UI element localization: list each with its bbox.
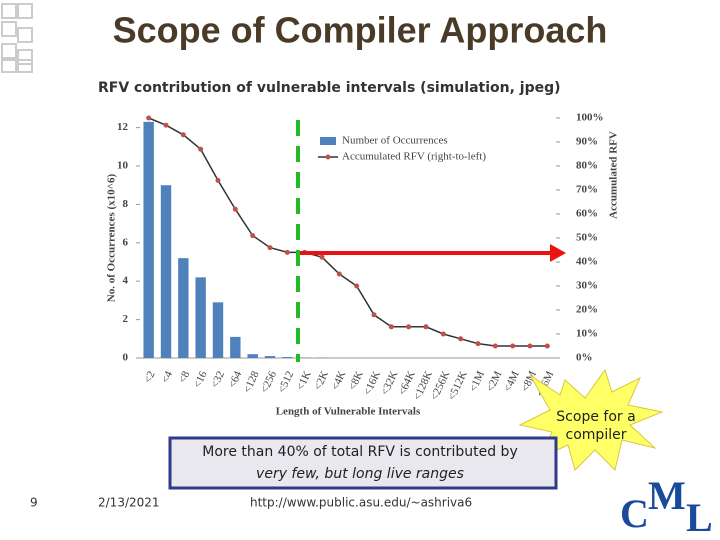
y2-tick-label: 20% bbox=[576, 304, 598, 316]
y-tick-label: 0 bbox=[123, 352, 129, 364]
page-number: 9 bbox=[30, 496, 38, 510]
point bbox=[406, 324, 412, 330]
x-tick-label: <4M bbox=[502, 369, 522, 394]
point bbox=[458, 336, 464, 342]
bar bbox=[195, 277, 206, 358]
bar bbox=[143, 121, 154, 358]
url: http://www.public.asu.edu/~ashriva6 bbox=[250, 496, 472, 510]
y-axis-title: No. of Occurrences (x10^6) bbox=[106, 173, 118, 302]
x-tick-label: <2M bbox=[484, 369, 504, 394]
point bbox=[180, 132, 186, 138]
x-tick-label: <8 bbox=[177, 369, 193, 385]
bar bbox=[160, 185, 172, 358]
legend-label: Number of Occurrences bbox=[342, 135, 448, 147]
x-tick-label: <1K bbox=[294, 369, 313, 392]
point bbox=[388, 324, 394, 330]
y-tick-label: 4 bbox=[123, 275, 129, 287]
point bbox=[250, 233, 256, 239]
y2-tick-label: 30% bbox=[576, 280, 598, 292]
y2-tick-label: 80% bbox=[576, 160, 598, 172]
y-tick-label: 6 bbox=[123, 236, 129, 248]
subtitle: RFV contribution of vulnerable intervals… bbox=[98, 80, 561, 96]
logo: L bbox=[686, 495, 713, 540]
y2-tick-label: 70% bbox=[576, 184, 598, 196]
x-tick-label: <512 bbox=[276, 369, 296, 395]
y2-tick-label: 50% bbox=[576, 232, 598, 244]
x-axis-title: Length of Vulnerable Intervals bbox=[276, 406, 421, 418]
y2-tick-label: 100% bbox=[576, 112, 604, 124]
bar bbox=[247, 354, 258, 358]
y2-tick-label: 90% bbox=[576, 136, 598, 148]
bar bbox=[230, 336, 241, 358]
point bbox=[527, 343, 533, 349]
date: 2/13/2021 bbox=[98, 496, 160, 510]
y-tick-label: 2 bbox=[123, 313, 129, 325]
point bbox=[475, 341, 481, 347]
bar bbox=[178, 258, 189, 358]
point bbox=[146, 115, 152, 121]
point bbox=[423, 324, 429, 330]
legend-label: Accumulated RFV (right-to-left) bbox=[342, 151, 486, 163]
point bbox=[510, 343, 516, 349]
logo: M bbox=[648, 473, 686, 518]
y-tick-label: 8 bbox=[123, 198, 129, 210]
point bbox=[198, 146, 204, 152]
point bbox=[336, 271, 342, 277]
bar bbox=[264, 356, 276, 358]
y2-tick-label: 0% bbox=[576, 352, 593, 364]
point bbox=[284, 249, 290, 255]
callout: Scope for a bbox=[556, 409, 635, 425]
y2-tick-label: 40% bbox=[576, 256, 598, 268]
point bbox=[232, 206, 238, 212]
x-tick-label: <2K bbox=[312, 369, 331, 392]
y2-axis-title: Accumulated RFV bbox=[608, 131, 620, 219]
x-tick-label: <4K bbox=[329, 369, 348, 392]
bar bbox=[282, 357, 293, 358]
point bbox=[371, 312, 377, 318]
point bbox=[215, 177, 221, 183]
note: very few, but long live ranges bbox=[256, 466, 464, 482]
point bbox=[267, 245, 273, 251]
x-tick-label: <2 bbox=[142, 369, 158, 385]
point bbox=[354, 283, 360, 289]
point bbox=[544, 343, 550, 349]
callout: compiler bbox=[566, 427, 627, 443]
point bbox=[440, 331, 446, 337]
legend-swatch bbox=[325, 154, 331, 160]
y2-tick-label: 10% bbox=[576, 328, 598, 340]
chart: 0 2 4 6 8 10 12 0% 10% 20% 30% 40% 50% 60% 70% 80% 90% 10… bbox=[106, 112, 620, 418]
note-box bbox=[168, 436, 558, 490]
x-tick-label: <4 bbox=[159, 369, 175, 385]
x-tick-label: <16 bbox=[192, 369, 210, 390]
y-tick-label: 12 bbox=[117, 121, 129, 133]
point bbox=[319, 254, 325, 260]
x-tick-label: <1M bbox=[467, 369, 487, 394]
decoration bbox=[1, 3, 33, 73]
x-tick-label: <32 bbox=[209, 369, 227, 390]
slide-title: Scope of Compiler Approach bbox=[113, 10, 608, 51]
note: More than 40% of total RFV is contribute… bbox=[202, 444, 517, 460]
logo: C bbox=[620, 491, 649, 536]
y-tick-label: 10 bbox=[117, 160, 129, 172]
bar bbox=[212, 302, 224, 358]
point bbox=[492, 343, 498, 349]
legend-swatch bbox=[320, 137, 336, 145]
point bbox=[163, 122, 169, 128]
y2-tick-label: 60% bbox=[576, 208, 598, 220]
arrow-head bbox=[550, 244, 566, 262]
line bbox=[148, 117, 548, 347]
